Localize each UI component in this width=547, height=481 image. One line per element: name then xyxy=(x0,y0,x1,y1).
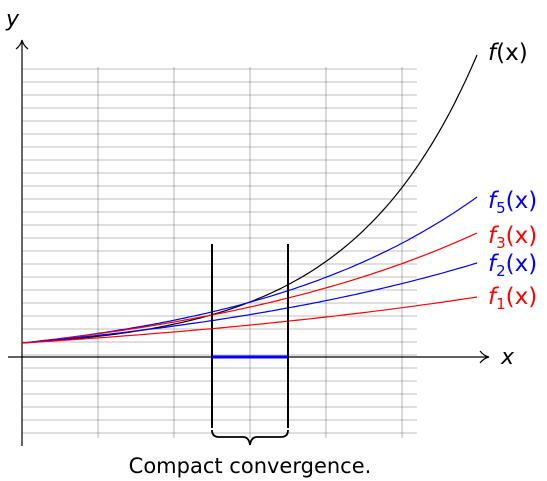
label-f2: f2(x) xyxy=(488,251,537,280)
underbrace xyxy=(211,429,289,446)
label-f5: f5(x) xyxy=(488,188,537,217)
label-f: f(x) xyxy=(488,40,528,66)
y-axis-label: y xyxy=(5,7,20,32)
y-axis-arrowhead xyxy=(15,39,29,50)
caption: Compact convergence. xyxy=(129,454,372,478)
curve-f2 xyxy=(21,262,478,344)
label-f1: f1(x) xyxy=(488,284,537,313)
x-axis-arrowhead xyxy=(479,350,490,364)
label-f3: f3(x) xyxy=(488,223,537,252)
curves xyxy=(21,54,478,344)
curve-f3 xyxy=(21,232,478,344)
curve-f1 xyxy=(21,296,478,344)
x-axis-label: x xyxy=(500,345,515,370)
grid xyxy=(21,67,417,438)
curve-f5 xyxy=(21,196,478,344)
